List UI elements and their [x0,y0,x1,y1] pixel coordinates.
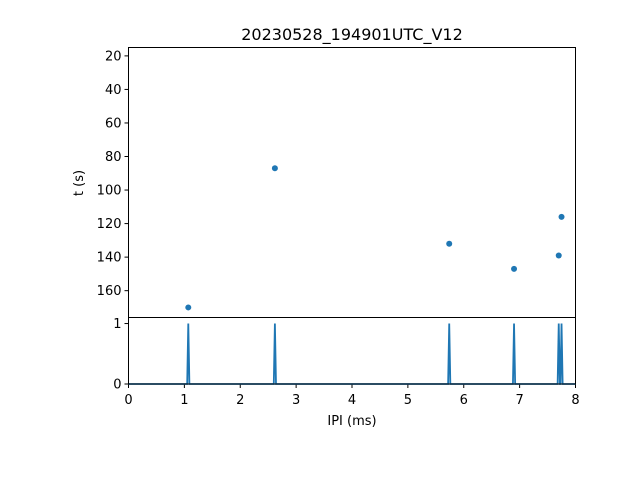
x-tick-label: 8 [571,393,579,408]
x-axis-label: IPI (ms) [327,414,376,429]
x-tick-label: 2 [236,393,244,408]
scatter-y-tick-label: 100 [97,184,122,199]
scatter-y-tick-label: 20 [105,49,122,64]
scatter-point [558,213,565,220]
scatter-y-tick-label: 120 [97,217,122,232]
x-tick-label: 3 [292,393,300,408]
scatter-y-tick-label: 60 [105,116,122,131]
scatter-point [185,304,192,311]
x-tick-label: 6 [460,393,468,408]
scatter-y-label: t (s) [72,170,87,196]
spike-y-tick-label: 0 [113,378,121,393]
scatter-point [271,165,278,172]
scatter-y-tick-label: 80 [105,150,122,165]
x-tick-label: 4 [348,393,356,408]
x-tick-label: 0 [124,393,132,408]
spike-ticks: 0 1 2 3 4 5 6 7 8 0 1 [113,317,579,408]
scatter-y-tick-label: 40 [105,83,122,98]
spike-axes: 0 1 2 3 4 5 6 7 8 0 1 IPI (ms) [113,317,580,429]
scatter-y-tick-label: 160 [97,284,122,299]
scatter-points [185,165,565,311]
spike-axes-frame [128,317,576,385]
scatter-point [555,252,562,259]
x-tick-label: 5 [404,393,412,408]
x-tick-label: 1 [180,393,188,408]
scatter-point [511,265,518,272]
scatter-y-ticks: 20 40 60 80 100 120 140 160 [97,49,129,299]
chart-title: 20230528_194901UTC_V12 [241,25,463,45]
x-tick-label: 7 [515,393,523,408]
scatter-point [446,240,453,247]
spike-y-tick-label: 1 [113,317,121,332]
scatter-y-tick-label: 140 [97,251,122,266]
